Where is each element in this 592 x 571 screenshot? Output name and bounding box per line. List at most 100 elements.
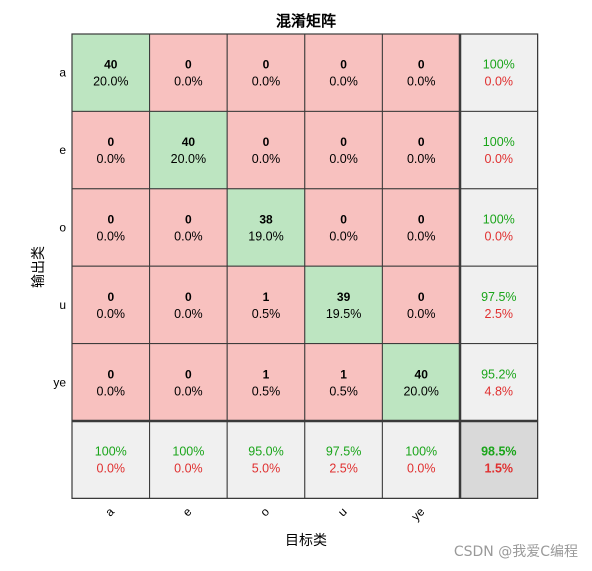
matrix-cell (149, 188, 228, 267)
column-correct-rate: 97.5% (326, 445, 361, 459)
column-summary-cell (149, 420, 228, 499)
column-error-rate: 0.0% (174, 462, 203, 476)
row-summary-cell (459, 33, 539, 112)
matrix-cell (381, 33, 461, 112)
column-error-rate: 0.0% (407, 462, 436, 476)
y-tick-label: o (59, 221, 66, 235)
diagonal-cell (304, 265, 383, 345)
column-error-rate: 2.5% (329, 462, 358, 476)
diagonal-cell (381, 343, 461, 422)
column-summary-cell (71, 420, 151, 499)
matrix-cell (226, 265, 306, 345)
cell-percent: 0.0% (407, 75, 436, 89)
row-summary-cell (459, 265, 539, 345)
cell-count: 0 (418, 290, 425, 304)
cell-percent: 20.0% (93, 75, 128, 89)
matrix-cell (381, 265, 461, 345)
y-axis-label: 输出类 (31, 246, 47, 288)
matrix-cell (304, 110, 383, 190)
cell-percent: 19.0% (248, 230, 283, 244)
matrix-cell (71, 188, 151, 267)
column-correct-rate: 100% (95, 445, 127, 459)
cell-percent: 0.5% (252, 384, 281, 398)
cell-count: 0 (185, 367, 192, 381)
matrix-cell (71, 110, 151, 190)
cell-percent: 0.0% (329, 75, 358, 89)
column-summary-cell (226, 420, 306, 499)
cell-count: 40 (415, 367, 429, 381)
cell-count: 38 (259, 213, 273, 227)
cell-count: 1 (263, 367, 270, 381)
cell-count: 0 (107, 213, 114, 227)
matrix-cell (71, 265, 151, 345)
column-correct-rate: 100% (405, 445, 437, 459)
cell-count: 0 (107, 135, 114, 149)
cell-percent: 0.0% (97, 384, 126, 398)
row-correct-rate: 100% (483, 135, 515, 149)
matrix-cell (381, 110, 461, 190)
cell-percent: 0.0% (252, 152, 281, 166)
x-tick-label: o (257, 504, 272, 519)
cell-percent: 0.0% (174, 307, 203, 321)
row-summary-cell (459, 188, 539, 267)
cell-percent: 20.0% (171, 152, 206, 166)
x-tick-label: ye (408, 504, 427, 523)
matrix-cell (304, 188, 383, 267)
cell-percent: 0.0% (407, 230, 436, 244)
x-tick-label: a (102, 504, 117, 519)
column-error-rate: 0.0% (97, 462, 126, 476)
cell-count: 0 (418, 213, 425, 227)
x-tick-label: u (335, 505, 350, 520)
row-summary-cell (459, 343, 539, 422)
matrix-cell (226, 33, 306, 112)
matrix-cell (149, 33, 228, 112)
cell-percent: 0.0% (97, 307, 126, 321)
row-summary-cell (459, 110, 539, 190)
y-tick-label: e (59, 143, 66, 157)
matrix-cell (149, 343, 228, 422)
cell-count: 0 (263, 58, 270, 72)
cell-count: 0 (340, 213, 347, 227)
row-correct-rate: 100% (483, 58, 515, 72)
cell-percent: 0.0% (329, 230, 358, 244)
cell-count: 40 (104, 58, 118, 72)
matrix-cell (304, 343, 383, 422)
cell-percent: 0.0% (97, 152, 126, 166)
column-summary-cell (381, 420, 461, 499)
diagonal-cell (149, 110, 228, 190)
cell-percent: 20.0% (403, 384, 438, 398)
matrix-border (71, 33, 539, 499)
cell-count: 0 (418, 58, 425, 72)
diagonal-cell (71, 33, 151, 112)
cell-count: 0 (185, 290, 192, 304)
cell-percent: 0.0% (407, 152, 436, 166)
matrix-cell (226, 343, 306, 422)
cell-count: 0 (418, 135, 425, 149)
row-error-rate: 2.5% (485, 307, 514, 321)
cell-count: 40 (182, 135, 196, 149)
overall-accuracy: 98.5% (481, 445, 516, 459)
cell-count: 0 (107, 290, 114, 304)
matrix-cell (226, 110, 306, 190)
cell-count: 0 (263, 135, 270, 149)
matrix-cell (381, 188, 461, 267)
column-error-rate: 5.0% (252, 462, 281, 476)
row-correct-rate: 95.2% (481, 367, 516, 381)
row-error-rate: 4.8% (485, 384, 514, 398)
cell-count: 1 (263, 290, 270, 304)
cell-percent: 0.0% (174, 384, 203, 398)
cell-count: 39 (337, 290, 351, 304)
cell-percent: 0.0% (407, 307, 436, 321)
overall-summary-cell (459, 420, 539, 499)
cell-percent: 0.0% (252, 75, 281, 89)
y-tick-label: a (59, 66, 66, 80)
y-tick-label: u (59, 298, 66, 312)
row-correct-rate: 100% (483, 213, 515, 227)
cell-count: 0 (185, 213, 192, 227)
x-axis-label: 目标类 (285, 533, 327, 549)
matrix-cell (149, 265, 228, 345)
matrix-cells: 40 20.0% 0 0.0% 0 0.0% 0 0.0% 0 0.0% 0 0.0% 40 20.0% 0… (71, 33, 539, 499)
row-error-rate: 0.0% (485, 75, 514, 89)
cell-count: 0 (107, 367, 114, 381)
